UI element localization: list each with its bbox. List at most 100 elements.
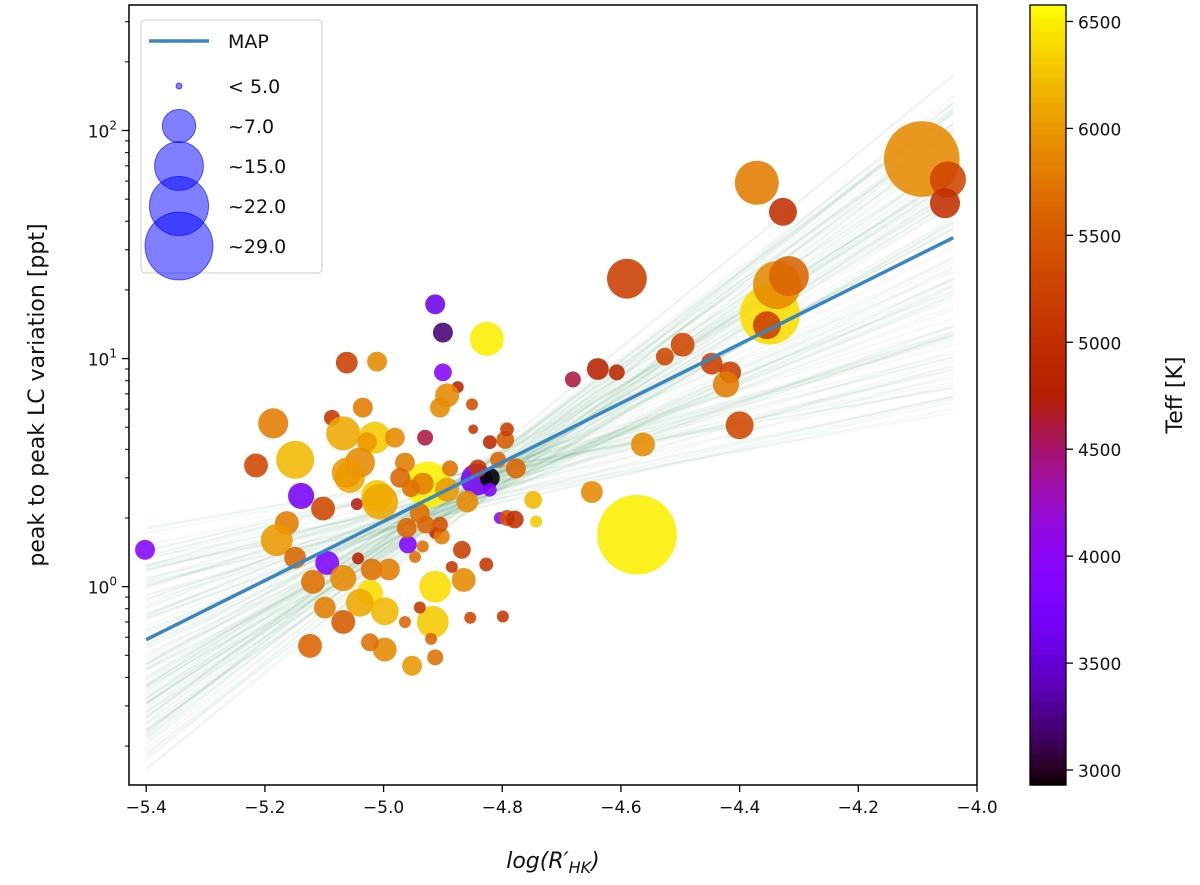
data-point (416, 606, 449, 638)
data-point (427, 649, 444, 666)
colorbar-segment (1030, 551, 1066, 559)
data-point (331, 457, 362, 488)
colorbar-segment (1030, 226, 1066, 234)
colorbar-segment (1030, 70, 1066, 78)
legend-label: < 5.0 (228, 76, 280, 98)
x-label-main: log(R (506, 849, 563, 874)
colorbar-segment (1030, 512, 1066, 520)
data-point (425, 632, 438, 645)
posterior-line (145, 129, 954, 705)
posterior-line (145, 131, 954, 699)
colorbar-segment (1030, 681, 1066, 689)
data-point (482, 435, 497, 450)
data-point (326, 416, 361, 451)
colorbar-segment (1030, 258, 1066, 266)
data-point (453, 540, 471, 559)
data-point (608, 364, 625, 381)
colorbar-segment (1030, 102, 1066, 110)
colorbar-segment (1030, 466, 1066, 474)
data-point (298, 633, 322, 658)
colorbar-segment (1030, 674, 1066, 682)
data-point (434, 363, 452, 382)
colorbar-segment (1030, 739, 1066, 747)
posterior-line (145, 226, 954, 678)
legend-label: ~15.0 (228, 156, 286, 178)
data-point (384, 427, 405, 448)
posterior-line (145, 137, 954, 758)
posterior-line (145, 293, 954, 627)
posterior-line (145, 190, 954, 666)
colorbar-segment (1030, 336, 1066, 344)
y-tick-exponent: 2 (109, 118, 117, 132)
data-point (367, 351, 388, 372)
data-point (350, 498, 363, 511)
colorbar-segment (1030, 635, 1066, 643)
colorbar-segment (1030, 440, 1066, 448)
colorbar-segment (1030, 135, 1066, 143)
data-point (313, 596, 336, 619)
colorbar: 3000 3500 4000 4500 5000 5500 6000 6500 (1029, 4, 1121, 786)
posterior-line (145, 267, 954, 672)
data-point (429, 397, 450, 418)
posterior-line (145, 178, 954, 671)
posterior-line (145, 265, 954, 662)
y-tick-exponent: 1 (109, 347, 117, 361)
colorbar-segment (1030, 115, 1066, 123)
colorbar-segment (1030, 265, 1066, 273)
colorbar-segment (1030, 11, 1066, 19)
colorbar-segment (1030, 499, 1066, 507)
x-label-sub: HK (569, 858, 593, 877)
colorbar-segment (1030, 291, 1066, 299)
colorbar-segment (1030, 395, 1066, 403)
posterior-line (145, 196, 954, 657)
colorbar-segment (1030, 232, 1066, 240)
colorbar-tick-label: 4000 (1078, 548, 1121, 568)
posterior-line (145, 323, 954, 619)
y-tick-label: 102 (88, 118, 117, 142)
colorbar-segment (1030, 154, 1066, 162)
data-point (655, 347, 674, 366)
colorbar-tick-label: 3000 (1078, 762, 1121, 782)
colorbar-segment (1030, 505, 1066, 513)
posterior-line (145, 298, 954, 616)
x-tick-label: −5.2 (244, 798, 285, 818)
colorbar-segment (1030, 629, 1066, 637)
colorbar-segment (1030, 447, 1066, 455)
data-point (524, 491, 543, 509)
colorbar-segment (1030, 648, 1066, 656)
colorbar-segment (1030, 603, 1066, 611)
posterior-line (145, 359, 954, 602)
colorbar-segment (1030, 564, 1066, 572)
colorbar-segment (1030, 544, 1066, 552)
x-axis-label: log(R′HK) (506, 849, 600, 877)
plot-frame (128, 4, 978, 786)
colorbar-segment (1030, 297, 1066, 305)
posterior-line (145, 175, 954, 687)
data-point (725, 411, 754, 440)
data-point (335, 351, 358, 374)
colorbar-tick-label: 6500 (1078, 13, 1121, 33)
posterior-line (145, 165, 954, 706)
colorbar-segment (1030, 128, 1066, 136)
posterior-line (145, 283, 954, 635)
colorbar-segment (1030, 284, 1066, 292)
colorbar-segment (1030, 31, 1066, 39)
posterior-line (145, 325, 954, 620)
y-tick-label: 101 (88, 347, 117, 371)
posterior-line (145, 131, 954, 739)
legend-size-marker (175, 82, 183, 90)
posterior-line (145, 158, 954, 731)
posterior-line (145, 188, 954, 726)
data-point (432, 322, 453, 343)
colorbar-segment (1030, 694, 1066, 702)
colorbar-segment (1030, 206, 1066, 214)
data-point (357, 432, 377, 453)
posterior-line (145, 245, 954, 650)
data-point (409, 550, 422, 563)
data-point (466, 398, 478, 411)
posterior-line (145, 102, 954, 730)
colorbar-segment (1030, 778, 1066, 786)
colorbar-segment (1030, 44, 1066, 52)
